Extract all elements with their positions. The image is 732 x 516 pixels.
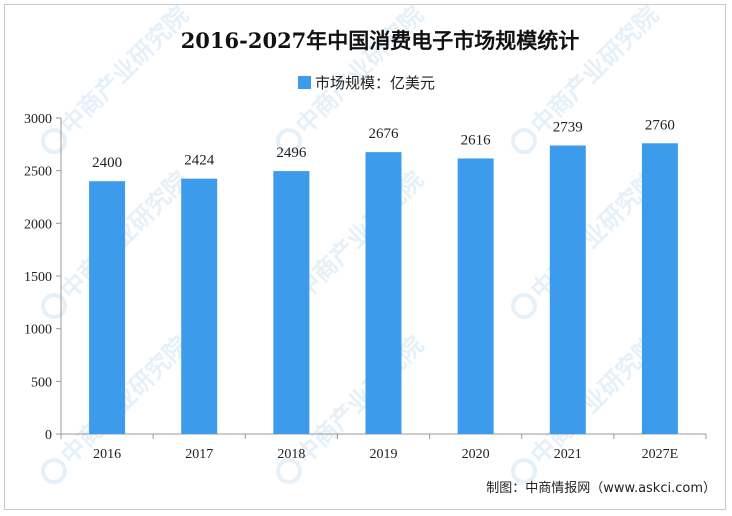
y-tick-label: 3000	[24, 112, 52, 127]
source-credit: 制图：中商情报网（www.askci.com）	[486, 481, 716, 496]
bar	[549, 145, 586, 434]
x-tick-label: 2018	[277, 447, 305, 462]
watermark-logo: 中商产业研究院	[40, 1, 194, 155]
x-tick-label: 2019	[370, 447, 398, 462]
legend-label: 市场规模：亿美元	[315, 74, 435, 92]
x-tick-label: 2021	[554, 447, 582, 462]
data-label: 2676	[369, 126, 400, 142]
bar	[641, 143, 678, 434]
bar	[181, 178, 218, 434]
svg-text:中商产业研究院: 中商产业研究院	[290, 166, 429, 305]
data-label: 2739	[553, 119, 583, 135]
chart-title: 2016-2027年中国消费电子市场规模统计	[181, 28, 580, 53]
data-label: 2496	[276, 145, 307, 161]
y-tick-label: 1500	[24, 270, 52, 285]
watermark-logo: 中商产业研究院	[510, 1, 664, 155]
x-axis: 2016 2017 2018 2019 2020 2021 2027E	[60, 433, 707, 462]
svg-text:中商产业研究院: 中商产业研究院	[290, 1, 429, 140]
y-axis: 0 500 1000 1500 2000 2500 3000	[24, 112, 62, 443]
bar	[89, 181, 126, 434]
y-tick-label: 0	[45, 428, 52, 443]
y-tick-label: 2000	[24, 217, 52, 232]
y-tick-label: 2500	[24, 165, 52, 180]
data-label: 2760	[645, 117, 675, 133]
svg-text:中商产业研究院: 中商产业研究院	[290, 331, 429, 470]
bars	[89, 143, 678, 435]
bar	[365, 152, 402, 435]
legend-swatch	[298, 76, 311, 89]
svg-text:中商产业研究院: 中商产业研究院	[55, 1, 194, 140]
x-tick-label: 2027E	[642, 447, 679, 462]
bar	[273, 171, 310, 434]
data-label: 2424	[184, 153, 215, 169]
bar	[457, 158, 494, 434]
data-label: 2616	[461, 132, 492, 148]
legend: 市场规模：亿美元	[298, 74, 435, 92]
y-tick-label: 500	[31, 375, 52, 390]
svg-text:中商产业研究院: 中商产业研究院	[525, 1, 664, 140]
data-label: 2400	[92, 155, 122, 171]
data-labels: 2400 2424 2496 2676 2616 2739 2760	[92, 117, 675, 171]
y-tick-label: 1000	[24, 323, 52, 338]
x-tick-label: 2020	[462, 447, 490, 462]
x-tick-label: 2016	[93, 447, 121, 462]
x-tick-label: 2017	[185, 447, 213, 462]
